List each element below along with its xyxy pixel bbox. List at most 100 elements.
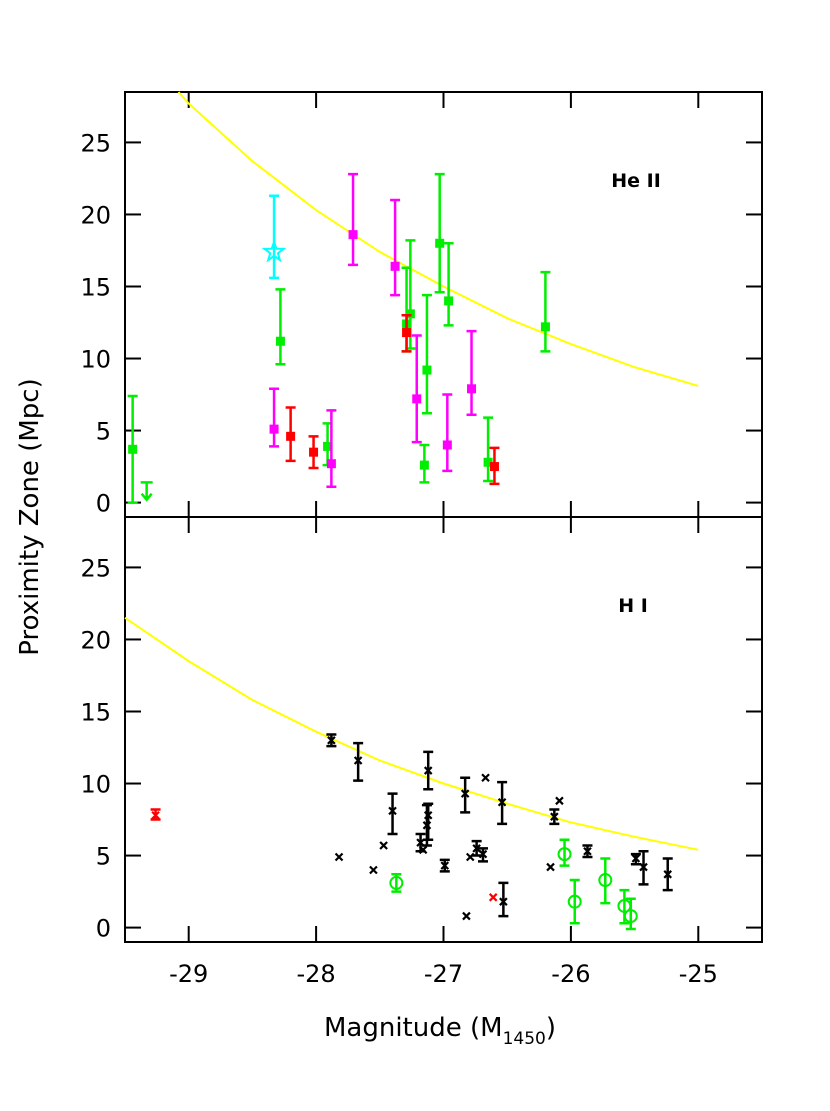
data-point bbox=[348, 230, 358, 240]
data-point bbox=[353, 756, 363, 765]
y-tick-label: 10 bbox=[80, 771, 111, 799]
data-point bbox=[269, 424, 279, 434]
data-point bbox=[275, 336, 285, 346]
error-bar bbox=[434, 172, 445, 294]
data-point bbox=[388, 806, 397, 816]
error-bar bbox=[483, 416, 494, 483]
data-point bbox=[598, 873, 613, 888]
data-point bbox=[555, 796, 564, 806]
error-bar bbox=[326, 409, 337, 488]
data-point bbox=[309, 447, 319, 457]
data-point bbox=[497, 797, 507, 807]
data-point bbox=[261, 238, 287, 263]
data-point bbox=[390, 261, 400, 271]
y-tick-label: 10 bbox=[80, 346, 111, 374]
data-point bbox=[481, 773, 490, 783]
x-axis-label-main: Magnitude (M bbox=[324, 1013, 503, 1043]
panel: 0 5 10 15 20 25 -29 -28 -27 -26 -25 H I Magnitude (M… bbox=[80, 516, 763, 1049]
data-point bbox=[369, 865, 378, 875]
data-point bbox=[583, 846, 592, 856]
data-point bbox=[405, 309, 415, 319]
data-point bbox=[546, 862, 555, 872]
error-bar bbox=[569, 878, 580, 925]
data-point bbox=[418, 845, 428, 855]
model-curve bbox=[124, 616, 699, 851]
data-point bbox=[460, 789, 470, 798]
y-tick-label: 5 bbox=[96, 418, 111, 446]
error-bar bbox=[540, 270, 551, 353]
error-bar bbox=[600, 857, 611, 905]
data-point bbox=[419, 460, 429, 470]
data-point bbox=[467, 384, 477, 394]
error-bar bbox=[498, 881, 509, 918]
data-point bbox=[286, 431, 296, 441]
data-point bbox=[326, 459, 336, 469]
data-point bbox=[483, 457, 493, 467]
y-tick-label: 25 bbox=[80, 129, 111, 157]
y-tick-label: 0 bbox=[96, 490, 111, 518]
error-bar bbox=[466, 329, 477, 416]
data-point bbox=[379, 841, 388, 850]
error-bar bbox=[411, 334, 422, 444]
error-bar bbox=[625, 897, 636, 931]
plot-frame bbox=[124, 91, 763, 518]
data-point bbox=[323, 441, 333, 451]
data-point bbox=[478, 849, 488, 859]
data-point bbox=[472, 844, 481, 853]
data-point bbox=[327, 736, 336, 745]
y-tick-label: 0 bbox=[96, 915, 111, 943]
data-point bbox=[442, 440, 452, 450]
error-bar bbox=[423, 802, 434, 841]
data-point bbox=[550, 812, 559, 821]
model-curve bbox=[177, 91, 699, 387]
upper-limit-arrow bbox=[140, 481, 153, 502]
data-point bbox=[423, 810, 433, 820]
x-tick-label: -29 bbox=[169, 960, 208, 988]
error-bar bbox=[275, 288, 286, 366]
data-point bbox=[334, 852, 344, 862]
data-point bbox=[567, 894, 582, 909]
data-point bbox=[423, 766, 433, 775]
data-point bbox=[663, 870, 673, 879]
plot-frame bbox=[124, 516, 763, 943]
y-tick-label: 25 bbox=[80, 554, 111, 582]
data-point bbox=[623, 909, 638, 924]
x-tick-label: -28 bbox=[296, 960, 335, 988]
data-point bbox=[128, 444, 138, 454]
error-bar bbox=[559, 838, 570, 867]
data-point bbox=[444, 296, 454, 306]
y-tick-label: 20 bbox=[80, 626, 111, 654]
data-point bbox=[639, 862, 648, 872]
y-tick-label: 20 bbox=[80, 201, 111, 229]
data-point bbox=[402, 328, 412, 338]
x-tick-label: -27 bbox=[424, 960, 463, 988]
error-bar bbox=[348, 172, 359, 267]
data-point bbox=[151, 810, 160, 820]
error-bar bbox=[269, 194, 280, 280]
y-tick-label: 15 bbox=[80, 698, 111, 726]
data-point bbox=[499, 897, 508, 906]
data-point bbox=[557, 847, 572, 862]
x-tick-label: -26 bbox=[551, 960, 590, 988]
error-bar bbox=[390, 198, 401, 297]
panel-label: He II bbox=[611, 170, 661, 192]
y-axis-label: Proximity Zone (Mpc) bbox=[15, 378, 45, 655]
x-tick-label: -25 bbox=[679, 960, 718, 988]
y-tick-label: 5 bbox=[96, 843, 111, 871]
x-axis-label-subscript: 1450 bbox=[503, 1029, 546, 1049]
data-point bbox=[412, 394, 422, 404]
data-point bbox=[540, 322, 550, 332]
y-tick-label: 15 bbox=[80, 273, 111, 301]
x-axis-label: Magnitude (M1450) bbox=[324, 1013, 556, 1049]
error-bar bbox=[442, 393, 453, 473]
data-point bbox=[462, 911, 471, 921]
x-axis-label-close: ) bbox=[546, 1013, 556, 1043]
data-point bbox=[489, 462, 499, 472]
error-bar bbox=[421, 293, 432, 415]
error-bar bbox=[443, 242, 454, 327]
data-point bbox=[422, 365, 432, 375]
data-point bbox=[631, 854, 641, 863]
data-point bbox=[488, 893, 498, 902]
